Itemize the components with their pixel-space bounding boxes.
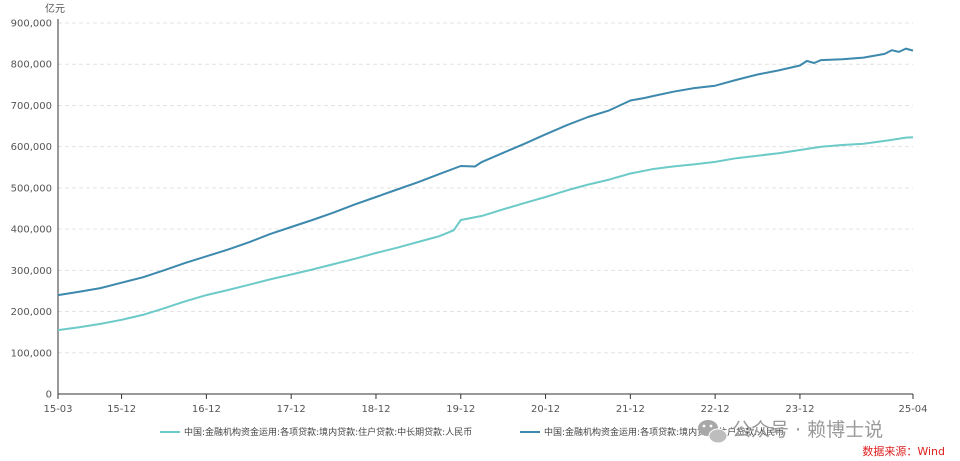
x-tick-label: 15-03 [43, 404, 72, 415]
x-tick-label: 17-12 [277, 404, 306, 415]
watermark: 公众号 · 赖博士说 [698, 419, 883, 444]
wechat-icon [698, 420, 728, 444]
x-tick-label: 16-12 [192, 404, 221, 415]
y-tick-label: 800,000 [11, 60, 52, 71]
x-axis: 15-03 15-12 16-12 17-12 18-12 19-12 20-12 21-12… [43, 393, 928, 415]
x-tick-label: 21-12 [616, 404, 645, 415]
x-tick-label: 23-12 [785, 404, 814, 415]
series-layer [57, 47, 914, 332]
y-tick-label: 600,000 [11, 142, 52, 153]
y-axis: 0 100,000 200,000 300,000 400,000 500,000 600,… [11, 19, 59, 401]
x-tick-label: 20-12 [531, 404, 560, 415]
x-tick-label: 19-12 [446, 404, 475, 415]
grid-lines [58, 22, 913, 354]
y-tick-label: 0 [46, 390, 52, 401]
source-label: 数据来源：Wind [862, 444, 945, 458]
x-tick-label: 25-04 [898, 404, 927, 415]
y-tick-label: 900,000 [11, 19, 52, 30]
y-tick-label: 700,000 [11, 101, 52, 112]
y-tick-label: 200,000 [11, 307, 52, 318]
y-tick-label: 300,000 [11, 266, 52, 277]
y-tick-label: 100,000 [11, 348, 52, 359]
x-tick-label: 18-12 [361, 404, 390, 415]
x-tick-label: 22-12 [701, 404, 730, 415]
legend-label-0: 中国:金融机构资金运用:各项贷款:境内贷款:住户贷款:中长期贷款:人民币 [184, 426, 472, 438]
watermark-text: 公众号 · 赖博士说 [732, 419, 883, 441]
series-line-0[interactable] [57, 136, 914, 332]
y-unit-label: 亿元 [45, 2, 65, 15]
x-tick-label: 15-12 [107, 404, 136, 415]
legend-item-0[interactable]: 中国:金融机构资金运用:各项贷款:境内贷款:住户贷款:中长期贷款:人民币 [160, 426, 472, 438]
y-tick-label: 400,000 [11, 225, 52, 236]
series-line-1[interactable] [57, 47, 914, 297]
y-tick-label: 500,000 [11, 183, 52, 194]
legend: 中国:金融机构资金运用:各项贷款:境内贷款:住户贷款:中长期贷款:人民币 中国:… [160, 426, 784, 438]
